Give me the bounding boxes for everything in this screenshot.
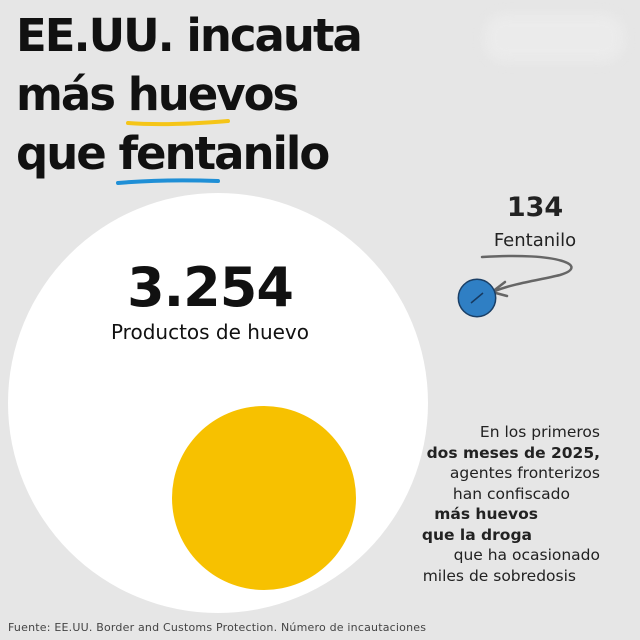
- headline-line-2: más huevos: [16, 65, 361, 127]
- egg-yolk-bubble: [172, 406, 356, 590]
- blue-underline-stroke: [116, 178, 221, 185]
- headline-line-1: EE.UU. incauta: [16, 9, 363, 62]
- egg-value-label: 3.254: [127, 256, 294, 319]
- note-line-1: En los primeros: [479, 423, 600, 441]
- background-smudge: [484, 14, 624, 62]
- annotation-note: En los primeros dos meses de 2025, agent…: [422, 422, 600, 586]
- headline: EE.UU. incauta más huevos que fentanilo: [16, 6, 363, 185]
- curved-arrow-icon: [480, 254, 573, 293]
- headline-line-2-text: más: [16, 68, 128, 121]
- fentanyl-pill-icon: [457, 278, 497, 318]
- fentanyl-value-label: 134: [506, 192, 564, 223]
- note-line-8: miles de sobredosis: [422, 566, 576, 585]
- note-line-5: más huevos: [434, 505, 538, 523]
- note-line-3: agentes fronterizos: [449, 464, 600, 482]
- note-line-7: que ha ocasionado: [453, 546, 600, 564]
- note-line-6: que la droga: [421, 525, 532, 544]
- headline-line-3-text: que: [16, 127, 119, 180]
- source-caption: Fuente: EE.UU. Border and Customs Protec…: [8, 621, 427, 634]
- note-line-4: han confiscado: [452, 484, 570, 503]
- fentanyl-series-label: Fentanilo: [493, 230, 577, 251]
- egg-series-label: Productos de huevo: [110, 320, 310, 344]
- headline-highlight-huevos: huevos: [125, 65, 300, 127]
- headline-line-3: que fentanilo: [16, 124, 361, 185]
- headline-word-fentanilo: fentanilo: [118, 127, 330, 180]
- yellow-underline-stroke: [125, 119, 230, 127]
- headline-highlight-fentanilo: fentanilo: [116, 124, 330, 185]
- headline-word-huevos: huevos: [127, 68, 300, 121]
- note-line-2: dos meses de 2025,: [426, 443, 600, 462]
